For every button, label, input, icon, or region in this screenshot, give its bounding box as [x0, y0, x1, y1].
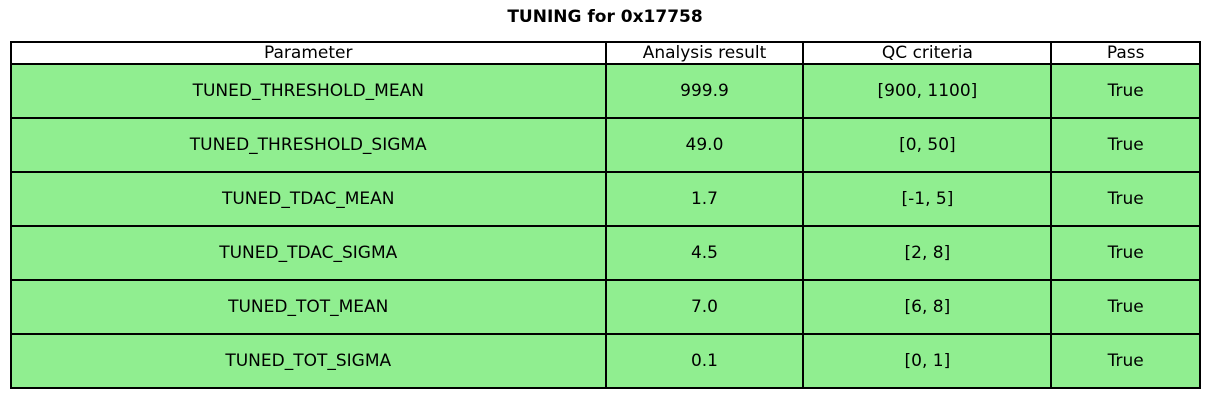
cell-qc-criteria: [2, 8]	[802, 225, 1053, 281]
column-header-qc-criteria: QC criteria	[802, 41, 1053, 65]
cell-parameter: TUNED_TOT_MEAN	[10, 279, 607, 335]
cell-pass: True	[1050, 117, 1201, 173]
page-title: TUNING for 0x17758	[507, 7, 703, 27]
cell-qc-criteria: [-1, 5]	[802, 171, 1053, 227]
table-row: TUNED_TDAC_SIGMA 4.5 [2, 8] True	[10, 225, 1201, 281]
cell-pass: True	[1050, 225, 1201, 281]
cell-analysis-result: 999.9	[604, 63, 805, 119]
cell-analysis-result: 4.5	[604, 225, 805, 281]
cell-qc-criteria: [0, 1]	[802, 333, 1053, 389]
cell-qc-criteria: [900, 1100]	[802, 63, 1053, 119]
cell-pass: True	[1050, 279, 1201, 335]
cell-qc-criteria: [0, 50]	[802, 117, 1053, 173]
table-row: TUNED_TDAC_MEAN 1.7 [-1, 5] True	[10, 171, 1201, 227]
cell-parameter: TUNED_THRESHOLD_MEAN	[10, 63, 607, 119]
cell-parameter: TUNED_TOT_SIGMA	[10, 333, 607, 389]
cell-analysis-result: 1.7	[604, 171, 805, 227]
cell-analysis-result: 0.1	[604, 333, 805, 389]
table-row: TUNED_THRESHOLD_MEAN 999.9 [900, 1100] T…	[10, 63, 1201, 119]
cell-parameter: TUNED_TDAC_MEAN	[10, 171, 607, 227]
cell-pass: True	[1050, 333, 1201, 389]
cell-parameter: TUNED_THRESHOLD_SIGMA	[10, 117, 607, 173]
cell-pass: True	[1050, 63, 1201, 119]
table-row: TUNED_THRESHOLD_SIGMA 49.0 [0, 50] True	[10, 117, 1201, 173]
cell-analysis-result: 7.0	[604, 279, 805, 335]
cell-qc-criteria: [6, 8]	[802, 279, 1053, 335]
table-row: TUNED_TOT_MEAN 7.0 [6, 8] True	[10, 279, 1201, 335]
column-header-pass: Pass	[1050, 41, 1201, 65]
qc-results-table: Parameter Analysis result QC criteria Pa…	[10, 41, 1201, 389]
cell-pass: True	[1050, 171, 1201, 227]
cell-analysis-result: 49.0	[604, 117, 805, 173]
table-row: TUNED_TOT_SIGMA 0.1 [0, 1] True	[10, 333, 1201, 389]
table-header-row: Parameter Analysis result QC criteria Pa…	[10, 41, 1201, 65]
column-header-analysis-result: Analysis result	[604, 41, 805, 65]
column-header-parameter: Parameter	[10, 41, 607, 65]
cell-parameter: TUNED_TDAC_SIGMA	[10, 225, 607, 281]
